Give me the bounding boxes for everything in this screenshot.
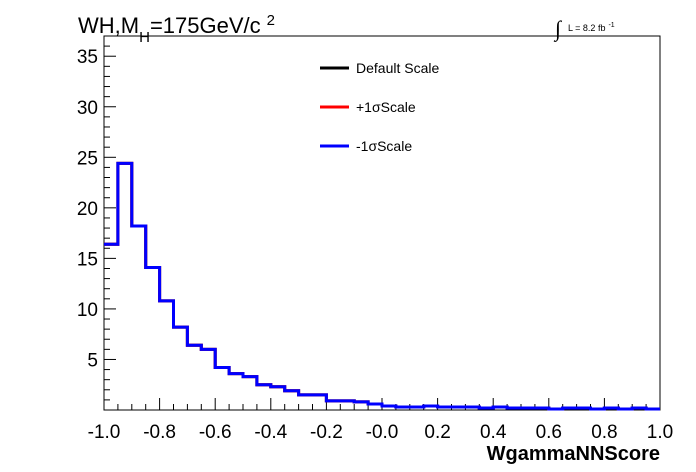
title-rest: =175GeV/c xyxy=(150,13,261,38)
x-axis: -1.0 -0.8 -0.6 -0.4 -0.2 -0.0 0.2 0.4 0.6 0.8 1.0 xyxy=(88,398,673,443)
x-tick-label: -1.0 xyxy=(88,422,121,443)
x-tick-label: 0.8 xyxy=(591,422,617,443)
lumi-text: L = 8.2 fb xyxy=(568,23,605,33)
legend-label-plus1sigma: +1σScale xyxy=(356,99,416,115)
legend-label-minus1sigma: -1σScale xyxy=(356,138,412,154)
title-main: WH,M xyxy=(78,13,139,38)
x-tick-label: -0.2 xyxy=(310,422,343,443)
lumi-superscript: -1 xyxy=(608,22,614,29)
x-tick-label: 1.0 xyxy=(647,422,673,443)
y-tick-label: 20 xyxy=(77,199,98,220)
y-tick-label: 15 xyxy=(77,249,98,270)
y-tick-label: 25 xyxy=(77,148,98,169)
x-tick-label: 0.2 xyxy=(424,422,450,443)
x-axis-title: WgammaNNScore xyxy=(487,443,660,465)
x-tick-label: -0.8 xyxy=(143,422,176,443)
y-tick-label: 30 xyxy=(77,98,98,119)
y-tick-label: 10 xyxy=(77,300,98,321)
legend: Default Scale +1σScale -1σScale xyxy=(320,60,439,154)
legend-label-default: Default Scale xyxy=(356,60,439,76)
series-line-2 xyxy=(104,161,660,411)
y-axis: 5 10 15 20 25 30 35 xyxy=(77,35,116,411)
x-tick-label: -0.4 xyxy=(254,422,287,443)
lumi-integral-sign: ∫ xyxy=(553,16,563,42)
x-tick-label: 0.4 xyxy=(480,422,507,443)
y-tick-label: 5 xyxy=(87,350,98,371)
x-tick-label: -0.0 xyxy=(366,422,399,443)
lumi-label: L = 8.2 fb -1 xyxy=(568,22,615,33)
x-tick-label: 0.6 xyxy=(536,422,562,443)
title-superscript: 2 xyxy=(267,12,275,29)
x-tick-label: -0.6 xyxy=(199,422,232,443)
title-subscript: H xyxy=(139,29,150,46)
chart-title: WH,MH=175GeV/c 2 xyxy=(78,12,275,46)
series-layer xyxy=(104,161,660,411)
y-tick-label: 35 xyxy=(77,47,98,68)
